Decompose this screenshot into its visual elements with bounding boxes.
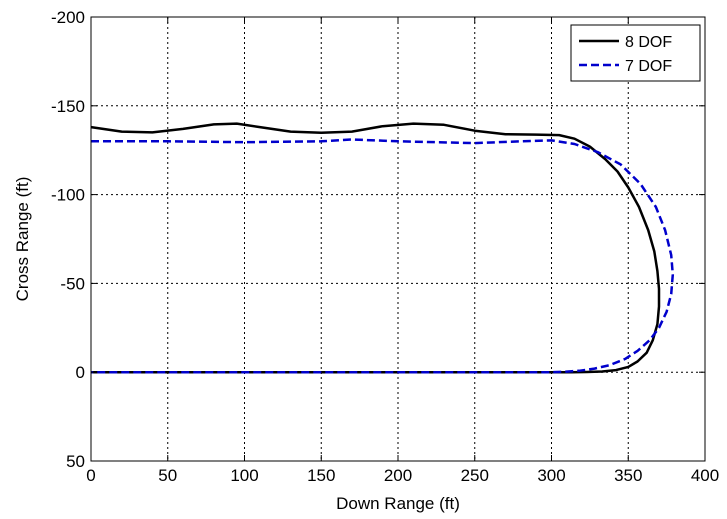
x-axis-label: Down Range (ft)	[336, 494, 460, 513]
plot-series	[90, 122, 675, 374]
x-tick-label: 400	[691, 466, 719, 485]
series-line-7-dof	[91, 138, 675, 374]
axis-ticks: 0 50 100 150 200 250 300 350 400-200-150-100-500…	[51, 8, 719, 485]
legend-label-7-dof: 7 DOF	[625, 58, 672, 75]
x-tick-label: 200	[384, 466, 412, 485]
y-tick-label: -200	[51, 8, 85, 27]
legend-label-8-dof: 8 DOF	[625, 34, 672, 51]
x-tick-label: 150	[307, 466, 335, 485]
y-tick-label: -100	[51, 186, 85, 205]
legend: 8 DOF 7 DOF	[570, 24, 701, 82]
legend-box	[570, 24, 701, 82]
x-tick-label: 250	[461, 466, 489, 485]
y-tick-label: 50	[66, 452, 85, 471]
x-tick-label: 50	[158, 466, 177, 485]
y-tick-label: 0	[76, 363, 85, 382]
series-line-8-dof	[90, 122, 661, 374]
y-tick-label: -150	[51, 97, 85, 116]
x-tick-label: 350	[614, 466, 642, 485]
y-tick-label: -50	[60, 274, 85, 293]
x-tick-label: 300	[537, 466, 565, 485]
x-tick-label: 100	[230, 466, 258, 485]
x-tick-label: 0	[86, 466, 95, 485]
y-axis-label: Cross Range (ft)	[13, 177, 32, 302]
